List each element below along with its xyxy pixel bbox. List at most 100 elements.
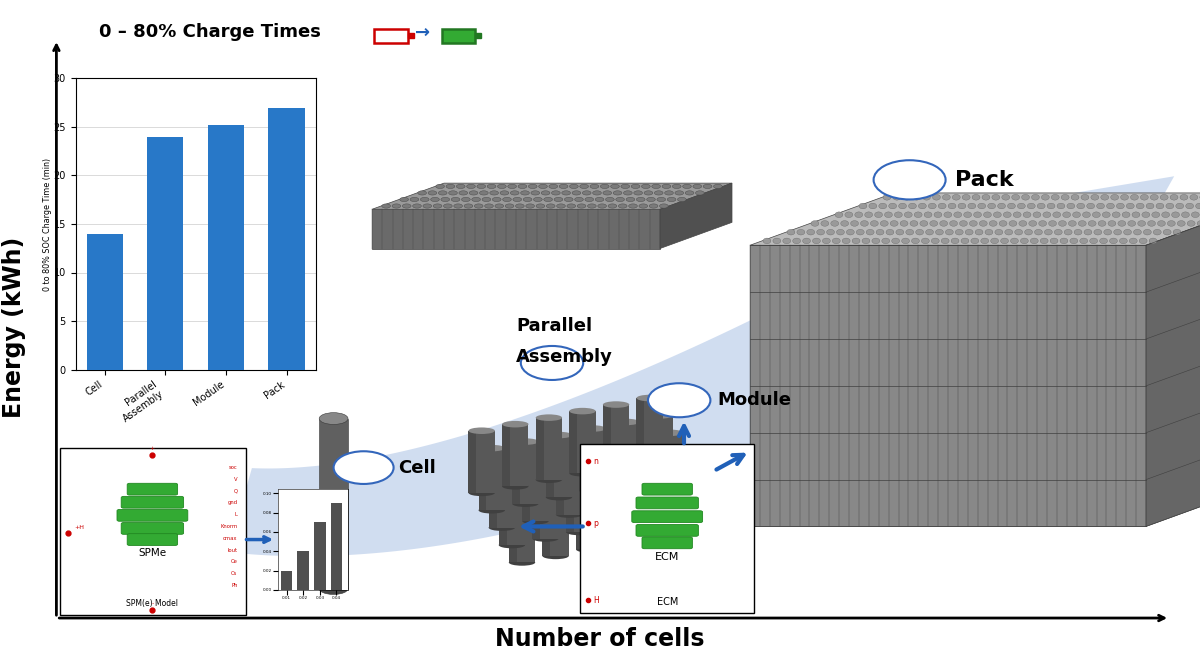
Bar [634,456,641,519]
Ellipse shape [474,204,484,208]
Bar [600,463,626,525]
Y-axis label: 0 to 80% SOC Charge Time (min): 0 to 80% SOC Charge Time (min) [43,158,52,290]
Ellipse shape [972,194,980,200]
Polygon shape [372,209,660,249]
Ellipse shape [1146,203,1154,209]
Ellipse shape [914,212,922,218]
Ellipse shape [446,184,455,188]
Ellipse shape [976,230,983,235]
Ellipse shape [469,191,478,195]
Ellipse shape [1132,212,1140,218]
Text: +H: +H [74,525,84,530]
Ellipse shape [1114,230,1122,235]
Ellipse shape [636,457,662,464]
Text: Pack: Pack [955,170,1014,190]
Ellipse shape [806,230,815,235]
FancyBboxPatch shape [118,509,188,521]
Ellipse shape [456,184,466,188]
Ellipse shape [631,184,640,188]
Ellipse shape [589,505,616,511]
Ellipse shape [1010,238,1019,244]
Ellipse shape [1032,194,1039,200]
Ellipse shape [908,203,917,209]
Ellipse shape [600,460,626,466]
Ellipse shape [944,212,952,218]
Polygon shape [750,193,1200,245]
Ellipse shape [522,456,548,462]
Text: Number of cells: Number of cells [496,627,704,651]
Ellipse shape [1004,230,1013,235]
Ellipse shape [1182,212,1189,218]
Ellipse shape [1057,203,1064,209]
Text: Knorm: Knorm [221,524,238,529]
Ellipse shape [841,220,848,226]
Bar [580,428,606,490]
Ellipse shape [647,412,673,419]
Bar [546,435,553,497]
Bar [533,476,559,538]
FancyBboxPatch shape [642,483,692,495]
Ellipse shape [595,198,604,201]
Bar [479,448,486,510]
Text: p: p [593,519,598,528]
Ellipse shape [1163,230,1171,235]
Ellipse shape [662,184,671,188]
Ellipse shape [559,184,568,188]
Ellipse shape [500,191,509,195]
Ellipse shape [1027,203,1036,209]
Ellipse shape [1139,238,1147,244]
Ellipse shape [629,204,637,208]
Ellipse shape [931,238,940,244]
Text: Q: Q [234,489,238,494]
Ellipse shape [866,230,874,235]
Ellipse shape [964,212,972,218]
Ellipse shape [918,203,926,209]
FancyBboxPatch shape [636,497,698,509]
Ellipse shape [803,238,810,244]
FancyBboxPatch shape [632,511,703,523]
Ellipse shape [978,203,985,209]
Ellipse shape [505,204,514,208]
Ellipse shape [892,238,900,244]
Text: SPM(e) Model: SPM(e) Model [126,599,179,608]
Bar [468,431,476,493]
Bar [576,487,584,549]
Text: Parallel: Parallel [516,317,592,335]
Ellipse shape [842,238,850,244]
Bar [569,411,595,473]
Ellipse shape [900,220,908,226]
Ellipse shape [940,220,948,226]
Ellipse shape [878,203,887,209]
Ellipse shape [636,198,646,201]
Ellipse shape [580,425,606,432]
Ellipse shape [623,436,649,443]
Ellipse shape [869,203,877,209]
Ellipse shape [817,230,824,235]
Ellipse shape [984,212,991,218]
Ellipse shape [602,402,629,408]
Ellipse shape [487,184,496,188]
Ellipse shape [485,204,493,208]
Ellipse shape [674,191,684,195]
Ellipse shape [1070,238,1078,244]
Ellipse shape [846,230,854,235]
Ellipse shape [660,204,668,208]
FancyBboxPatch shape [580,444,754,613]
Ellipse shape [602,464,629,470]
Ellipse shape [647,198,655,201]
Ellipse shape [894,212,902,218]
Ellipse shape [606,198,614,201]
Ellipse shape [985,230,992,235]
Ellipse shape [534,198,542,201]
Ellipse shape [570,184,578,188]
Ellipse shape [654,191,664,195]
Ellipse shape [509,497,535,504]
Bar [636,398,662,460]
Ellipse shape [656,198,666,201]
Bar [613,422,620,484]
Ellipse shape [960,220,967,226]
Ellipse shape [906,230,913,235]
Ellipse shape [610,540,636,546]
Ellipse shape [1031,238,1038,244]
Ellipse shape [462,198,470,201]
